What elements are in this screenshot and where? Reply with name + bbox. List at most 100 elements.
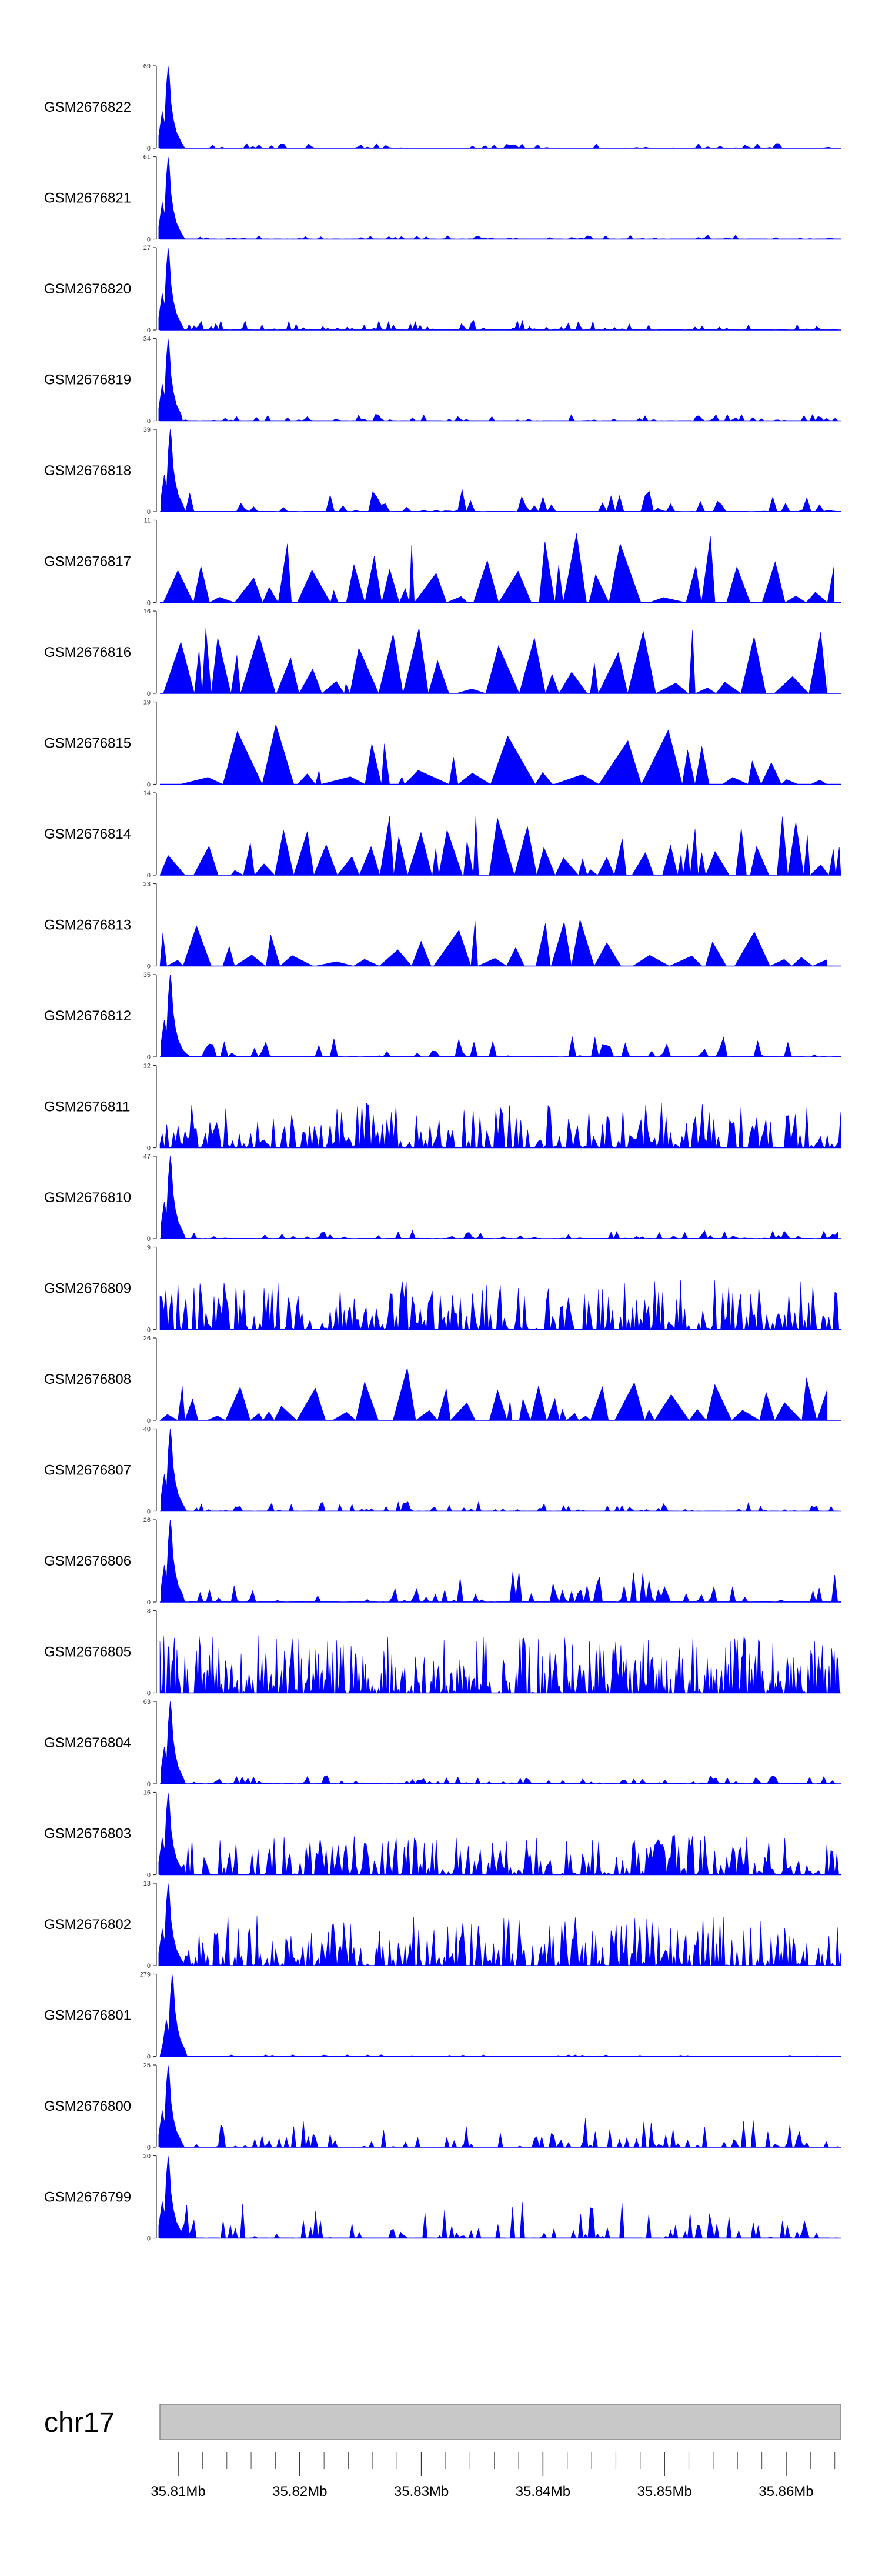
y-tick-label: 0 [147, 145, 151, 152]
y-tick-label: 0 [147, 690, 151, 698]
y-tick-label: 0 [147, 327, 151, 334]
y-tick-label: 0 [147, 1145, 151, 1152]
track-label: GSM2676807 [44, 1463, 131, 1479]
track-GSM2676799: GSM2676799 20 0 [44, 2153, 841, 2243]
y-tick-label: 0 [147, 963, 151, 970]
signal-area [161, 429, 841, 512]
track-label: GSM2676810 [44, 1190, 131, 1206]
track-GSM2676804: GSM2676804 63 0 [44, 1699, 841, 1788]
track-GSM2676819: GSM2676819 34 0 [44, 336, 841, 425]
y-tick-label: 0 [147, 509, 151, 516]
signal-area [163, 628, 828, 695]
y-tick-label: 13 [143, 1880, 151, 1887]
y-tick-label: 14 [143, 790, 151, 797]
track-GSM2676810: GSM2676810 47 0 [44, 1153, 841, 1243]
y-tick-label: 26 [143, 1335, 151, 1342]
track-label: GSM2676809 [44, 1281, 131, 1297]
track-GSM2676812: GSM2676812 35 0 [44, 972, 841, 1061]
chromosome-ideogram [159, 2404, 841, 2440]
y-tick-label: 16 [143, 608, 151, 615]
y-tick-label: 11 [144, 518, 151, 525]
signal-area [159, 1367, 828, 1422]
track-GSM2676817: GSM2676817 11 0 [44, 518, 841, 607]
axis-tick-label: 35.83Mb [394, 2484, 449, 2500]
track-label: GSM2676800 [44, 2098, 131, 2114]
track-label: GSM2676815 [44, 736, 131, 752]
y-tick-label: 0 [147, 1963, 151, 1970]
signal-area [180, 723, 828, 785]
track-label: GSM2676801 [44, 2008, 131, 2024]
axis-tick-label: 35.86Mb [759, 2484, 813, 2500]
signal-area [158, 1883, 841, 1966]
track-GSM2676808: GSM2676808 26 0 [44, 1335, 841, 1424]
y-tick-label: 26 [143, 1517, 151, 1524]
signal-area [158, 1792, 839, 1876]
y-tick-label: 12 [143, 1063, 151, 1070]
track-label: GSM2676821 [44, 191, 131, 206]
signal-area [159, 1280, 839, 1330]
y-tick-label: 23 [143, 881, 151, 888]
track-GSM2676805: GSM2676805 8 0 [44, 1608, 841, 1697]
signal-area [158, 65, 841, 149]
track-label: GSM2676814 [44, 826, 131, 842]
signal-area [158, 247, 839, 331]
signal-area [159, 1102, 841, 1149]
track-label: GSM2676820 [44, 281, 131, 297]
y-tick-label: 0 [147, 1327, 151, 1334]
track-label: GSM2676813 [44, 917, 131, 933]
y-tick-label: 47 [143, 1153, 151, 1160]
axis-tick-label: 35.81Mb [151, 2484, 205, 2500]
track-label: GSM2676808 [44, 1372, 131, 1387]
y-tick-label: 0 [147, 236, 151, 243]
y-tick-label: 0 [147, 872, 151, 879]
track-GSM2676820: GSM2676820 27 0 [44, 245, 841, 334]
signal-area [159, 815, 841, 876]
y-tick-label: 279 [140, 1971, 151, 1978]
y-tick-label: 27 [143, 245, 151, 252]
y-tick-label: 34 [143, 336, 151, 343]
track-label: GSM2676816 [44, 645, 131, 660]
track-label: GSM2676822 [44, 99, 131, 115]
track-GSM2676818: GSM2676818 39 0 [44, 426, 841, 516]
y-tick-label: 25 [143, 2062, 151, 2069]
track-GSM2676801: GSM2676801 279 0 [44, 1971, 841, 2061]
y-tick-label: 0 [147, 418, 151, 425]
track-GSM2676821: GSM2676821 61 0 [44, 154, 841, 243]
track-GSM2676816: GSM2676816 16 0 [44, 608, 841, 698]
track-label: GSM2676818 [44, 463, 131, 479]
axis-tick-label: 35.85Mb [637, 2484, 691, 2500]
track-GSM2676815: GSM2676815 19 0 [44, 699, 841, 789]
track-label: GSM2676817 [44, 554, 131, 570]
track-GSM2676822: GSM2676822 69 0 [44, 63, 841, 152]
y-tick-label: 8 [147, 1608, 151, 1615]
track-GSM2676807: GSM2676807 40 0 [44, 1426, 841, 1516]
signal-area [161, 1519, 841, 1603]
track-GSM2676811: GSM2676811 12 0 [44, 1063, 841, 1152]
track-label: GSM2676811 [44, 1099, 130, 1115]
y-tick-label: 0 [147, 1509, 151, 1516]
y-tick-label: 0 [147, 1599, 151, 1606]
y-tick-label: 0 [147, 2144, 151, 2151]
y-tick-label: 16 [143, 1790, 151, 1797]
track-GSM2676806: GSM2676806 26 0 [44, 1517, 841, 1606]
y-tick-label: 0 [147, 1872, 151, 1879]
track-label: GSM2676799 [44, 2190, 131, 2205]
y-tick-label: 40 [143, 1426, 151, 1433]
y-tick-label: 9 [147, 1244, 151, 1252]
y-tick-label: 0 [147, 2235, 151, 2243]
track-label: GSM2676819 [44, 372, 131, 388]
signal-area [161, 1156, 838, 1239]
signal-area [158, 338, 838, 421]
track-GSM2676803: GSM2676803 16 0 [44, 1790, 841, 1879]
y-tick-label: 0 [147, 1781, 151, 1788]
signal-area [161, 1701, 838, 1784]
y-tick-label: 61 [143, 154, 151, 161]
y-tick-label: 0 [147, 782, 151, 789]
track-GSM2676802: GSM2676802 13 0 [44, 1880, 841, 1970]
axis-tick-label: 35.82Mb [272, 2484, 327, 2500]
track-GSM2676800: GSM2676800 25 0 [44, 2062, 841, 2151]
y-tick-label: 0 [147, 1417, 151, 1424]
y-tick-label: 0 [147, 1236, 151, 1243]
signal-area [163, 533, 834, 603]
track-label: GSM2676802 [44, 1917, 131, 1933]
